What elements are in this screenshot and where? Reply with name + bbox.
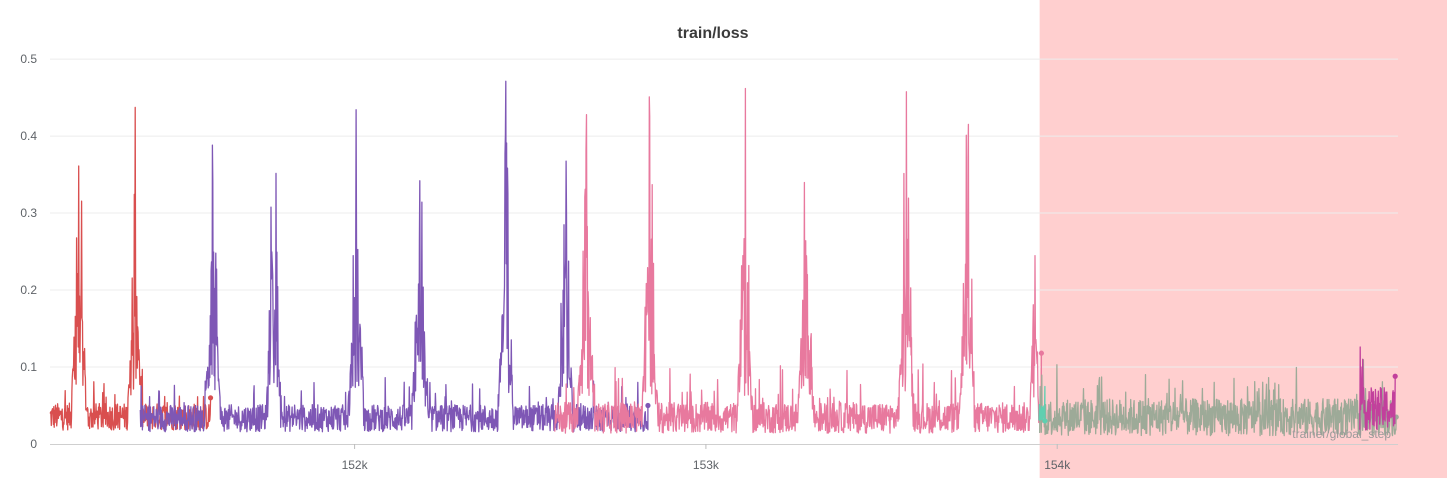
series-end-point	[207, 395, 214, 401]
series-line-3	[1039, 359, 1397, 437]
x-axis-ticks: 152k 153k 154k	[342, 444, 1071, 472]
y-axis-ticks: 0 0.1 0.2 0.3 0.4 0.5	[20, 52, 37, 451]
series-layer	[49, 80, 1399, 437]
x-axis-label: trainer/global_step	[1292, 427, 1391, 441]
y-tick-label: 0.2	[20, 283, 37, 297]
y-tick-label: 0.5	[20, 52, 37, 66]
y-tick-label: 0.3	[20, 206, 37, 220]
chart-title: train/loss	[677, 25, 748, 42]
series-line-0	[49, 106, 212, 431]
series-line-5	[1358, 346, 1396, 431]
series-line-2	[554, 87, 1043, 434]
y-tick-label: 0.1	[20, 360, 37, 374]
series-end-point	[1038, 350, 1045, 356]
series-end-point	[1042, 418, 1048, 424]
series-end-point	[1392, 373, 1398, 379]
x-tick-label: 153k	[693, 458, 720, 472]
series-end-point	[645, 402, 651, 409]
highlight-region	[1039, 0, 1447, 478]
y-tick-label: 0	[30, 437, 37, 451]
series-line-1	[139, 80, 649, 433]
x-tick-label: 152k	[342, 458, 369, 472]
series-line-4	[1038, 385, 1046, 423]
y-tick-label: 0.4	[20, 129, 37, 143]
x-tick-label: 154k	[1044, 458, 1071, 472]
